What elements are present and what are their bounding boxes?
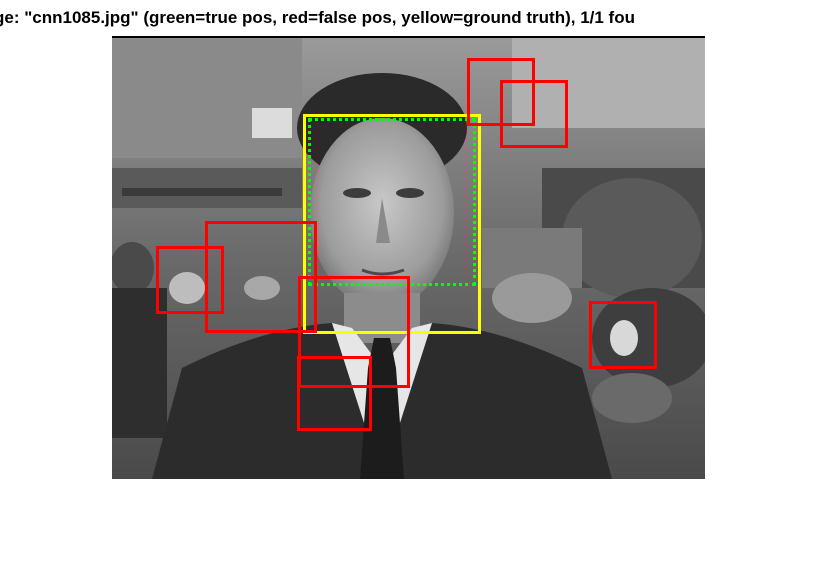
false-positive-box bbox=[156, 246, 224, 314]
figure-title: ge: "cnn1085.jpg" (green=true pos, red=f… bbox=[0, 8, 635, 27]
true-positive-box bbox=[308, 118, 476, 286]
ground-truth-box bbox=[303, 114, 481, 334]
false-positive-box bbox=[298, 276, 410, 388]
false-positive-box bbox=[589, 301, 657, 369]
false-positive-box bbox=[297, 356, 372, 431]
false-positive-box bbox=[500, 80, 568, 148]
axes-top-border bbox=[112, 36, 705, 38]
grayscale-photo bbox=[112, 38, 705, 479]
